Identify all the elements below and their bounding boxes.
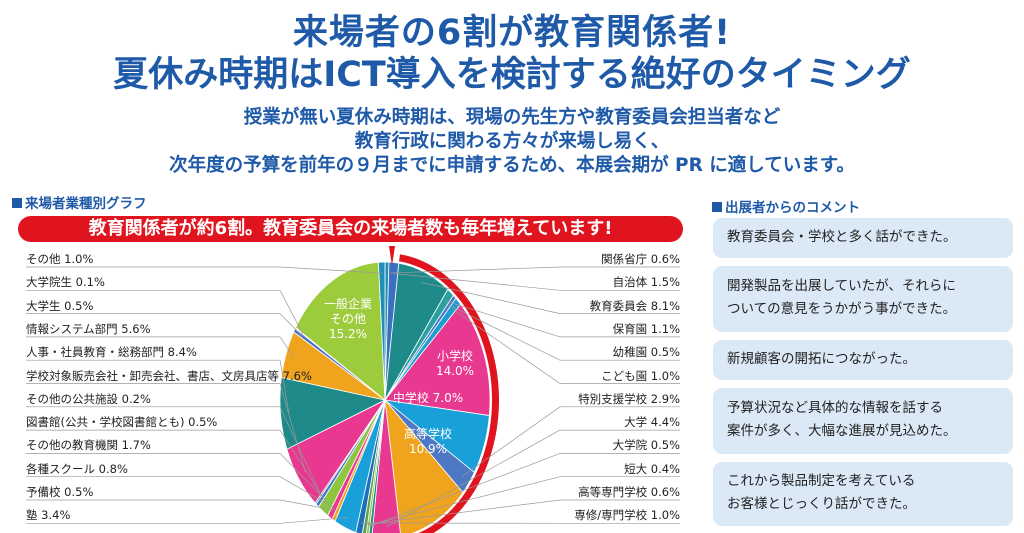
comment-card-4: 予算状況など具体的な情報を話する 案件が多く、大幅な進展が見込めた。	[713, 388, 1013, 454]
leader-line	[279, 406, 322, 496]
leader-line	[279, 336, 295, 358]
slice-label: 特別支援学校 2.9%	[578, 391, 680, 406]
subtext-line-1: 授業が無い夏休み時期は、現場の先生方や教育委員会担当者など	[243, 107, 781, 128]
slice-label: 専修/専門学校 1.0%	[574, 508, 680, 523]
slice-label: 塾 3.4%	[26, 508, 71, 523]
leader-line	[421, 282, 561, 314]
slice-label: 情報システム部門 5.6%	[26, 321, 151, 336]
slice-inner-label: 高等学校	[404, 426, 452, 441]
comment-card-3: 新規顧客の開拓につながった。	[713, 340, 1013, 380]
slice-label: 学校対象販売会社・卸売会社、書店、文房具店等 7.6%	[26, 368, 312, 383]
slice-label: 各種スクール 0.8%	[26, 461, 128, 476]
chart-section-label: 来場者業種別グラフ	[25, 196, 147, 212]
slice-label: 大学院 0.5%	[612, 438, 680, 453]
slice-inner-label: 14.0%	[436, 364, 474, 378]
slice-inner-label: 一般企業	[324, 296, 372, 311]
comment-2-line-2: ついての意見をうかがう事ができた。	[727, 301, 957, 317]
slice-label: その他の教育機関 1.7%	[26, 438, 151, 453]
leader-line	[279, 453, 329, 503]
comment-card-2: 開発製品を出展していたが、それらに ついての意見をうかがう事ができた。	[713, 266, 1013, 332]
pie-slice	[371, 399, 401, 533]
comments-section-title: 出展者からのコメント	[712, 196, 860, 216]
leader-line	[279, 499, 338, 512]
leader-line	[279, 429, 324, 498]
slice-label: 関係省庁 0.6%	[601, 252, 680, 266]
slice-label: 幼稚園 0.5%	[612, 345, 680, 360]
slice-inner-label: 小学校	[437, 348, 473, 363]
slice-label: その他 1.0%	[26, 252, 94, 266]
leader-line	[368, 476, 561, 526]
slice-label: 保育園 1.1%	[612, 321, 680, 336]
leader-line	[462, 406, 561, 477]
leader-line	[386, 429, 561, 528]
slice-label: 大学 4.4%	[624, 415, 680, 430]
comment-2-line-1: 開発製品を出展していたが、それらに	[727, 278, 956, 294]
leader-line	[365, 499, 561, 525]
slice-label: 自治体 1.5%	[612, 275, 680, 290]
leader-line	[448, 304, 561, 361]
slice-label: こども園 1.0%	[601, 368, 680, 383]
comment-card-5: これから製品制定を考えている お客様とじっくり話ができた。	[713, 462, 1013, 526]
square-bullet-icon	[12, 198, 22, 208]
pie-slice	[384, 303, 491, 417]
slice-inner-label: 中学校 7.0%	[393, 390, 463, 405]
pie-slice	[384, 398, 464, 533]
pointer-marker	[389, 246, 395, 266]
comments-section-label: 出展者からのコメント	[725, 200, 860, 216]
leader-line	[279, 266, 382, 274]
headline-line-2: 夏休み時期はICT導入を検討する絶好のタイミング	[113, 55, 911, 95]
slice-label: 人事・社員教育・総務部門 8.4%	[26, 345, 197, 360]
pie-slice	[377, 261, 386, 401]
slice-inner-label: 15.2%	[329, 327, 367, 341]
comment-4-line-1: 予算状況など具体的な情報を話する	[727, 400, 943, 416]
leader-line	[386, 266, 561, 274]
pie-slice	[295, 261, 386, 401]
slice-inner-label: その他	[330, 312, 366, 326]
comment-card-1: 教育委員会・学校と多く話ができた。	[713, 218, 1013, 258]
leader-line	[279, 517, 349, 524]
comment-5-line-1: これから製品制定を考えている	[727, 473, 916, 489]
subtext-line-2: 教育行政に関わる方々が来場し易く、	[354, 131, 670, 152]
leader-line	[371, 453, 561, 527]
slice-label: 図書館(公共・学校図書館とも) 0.5%	[26, 415, 218, 430]
slice-label: 高等専門学校 0.6%	[578, 485, 680, 499]
leader-line	[452, 308, 561, 384]
leader-line	[279, 383, 306, 473]
slice-label: その他の公共施設 0.2%	[26, 391, 151, 406]
chart-section-title: 来場者業種別グラフ	[12, 192, 147, 212]
slice-label: 短大 0.4%	[624, 461, 680, 476]
slice-label: 大学院生 0.1%	[26, 275, 105, 290]
leader-line	[279, 476, 335, 509]
comment-1-line-1: 教育委員会・学校と多く話ができた。	[727, 229, 957, 245]
chart-banner: 教育関係者が約6割。教育委員会の来場者数も毎年増えています!	[18, 216, 683, 242]
leader-line	[393, 273, 561, 291]
leader-line	[279, 313, 302, 336]
comment-4-line-2: 案件が多く、大幅な進展が見込めた。	[727, 423, 957, 439]
slice-inner-label: 10.9%	[409, 442, 447, 456]
slice-label: 大学生 0.5%	[26, 298, 94, 313]
leader-line	[445, 300, 561, 338]
square-bullet-icon	[712, 202, 722, 212]
leader-line	[279, 360, 290, 413]
slice-label: 教育委員会 8.1%	[589, 298, 680, 313]
slice-label: 予備校 0.5%	[26, 485, 94, 499]
leader-line	[279, 290, 303, 334]
headline-line-1: 来場者の6割が教育関係者!	[292, 13, 732, 53]
comment-3-line-1: 新規顧客の開拓につながった。	[727, 351, 916, 367]
comment-5-line-2: お客様とじっくり話ができた。	[727, 496, 916, 512]
subtext-line-3: 次年度の予算を前年の９月までに申請するため、本展会期が PR に適しています。	[169, 155, 855, 176]
